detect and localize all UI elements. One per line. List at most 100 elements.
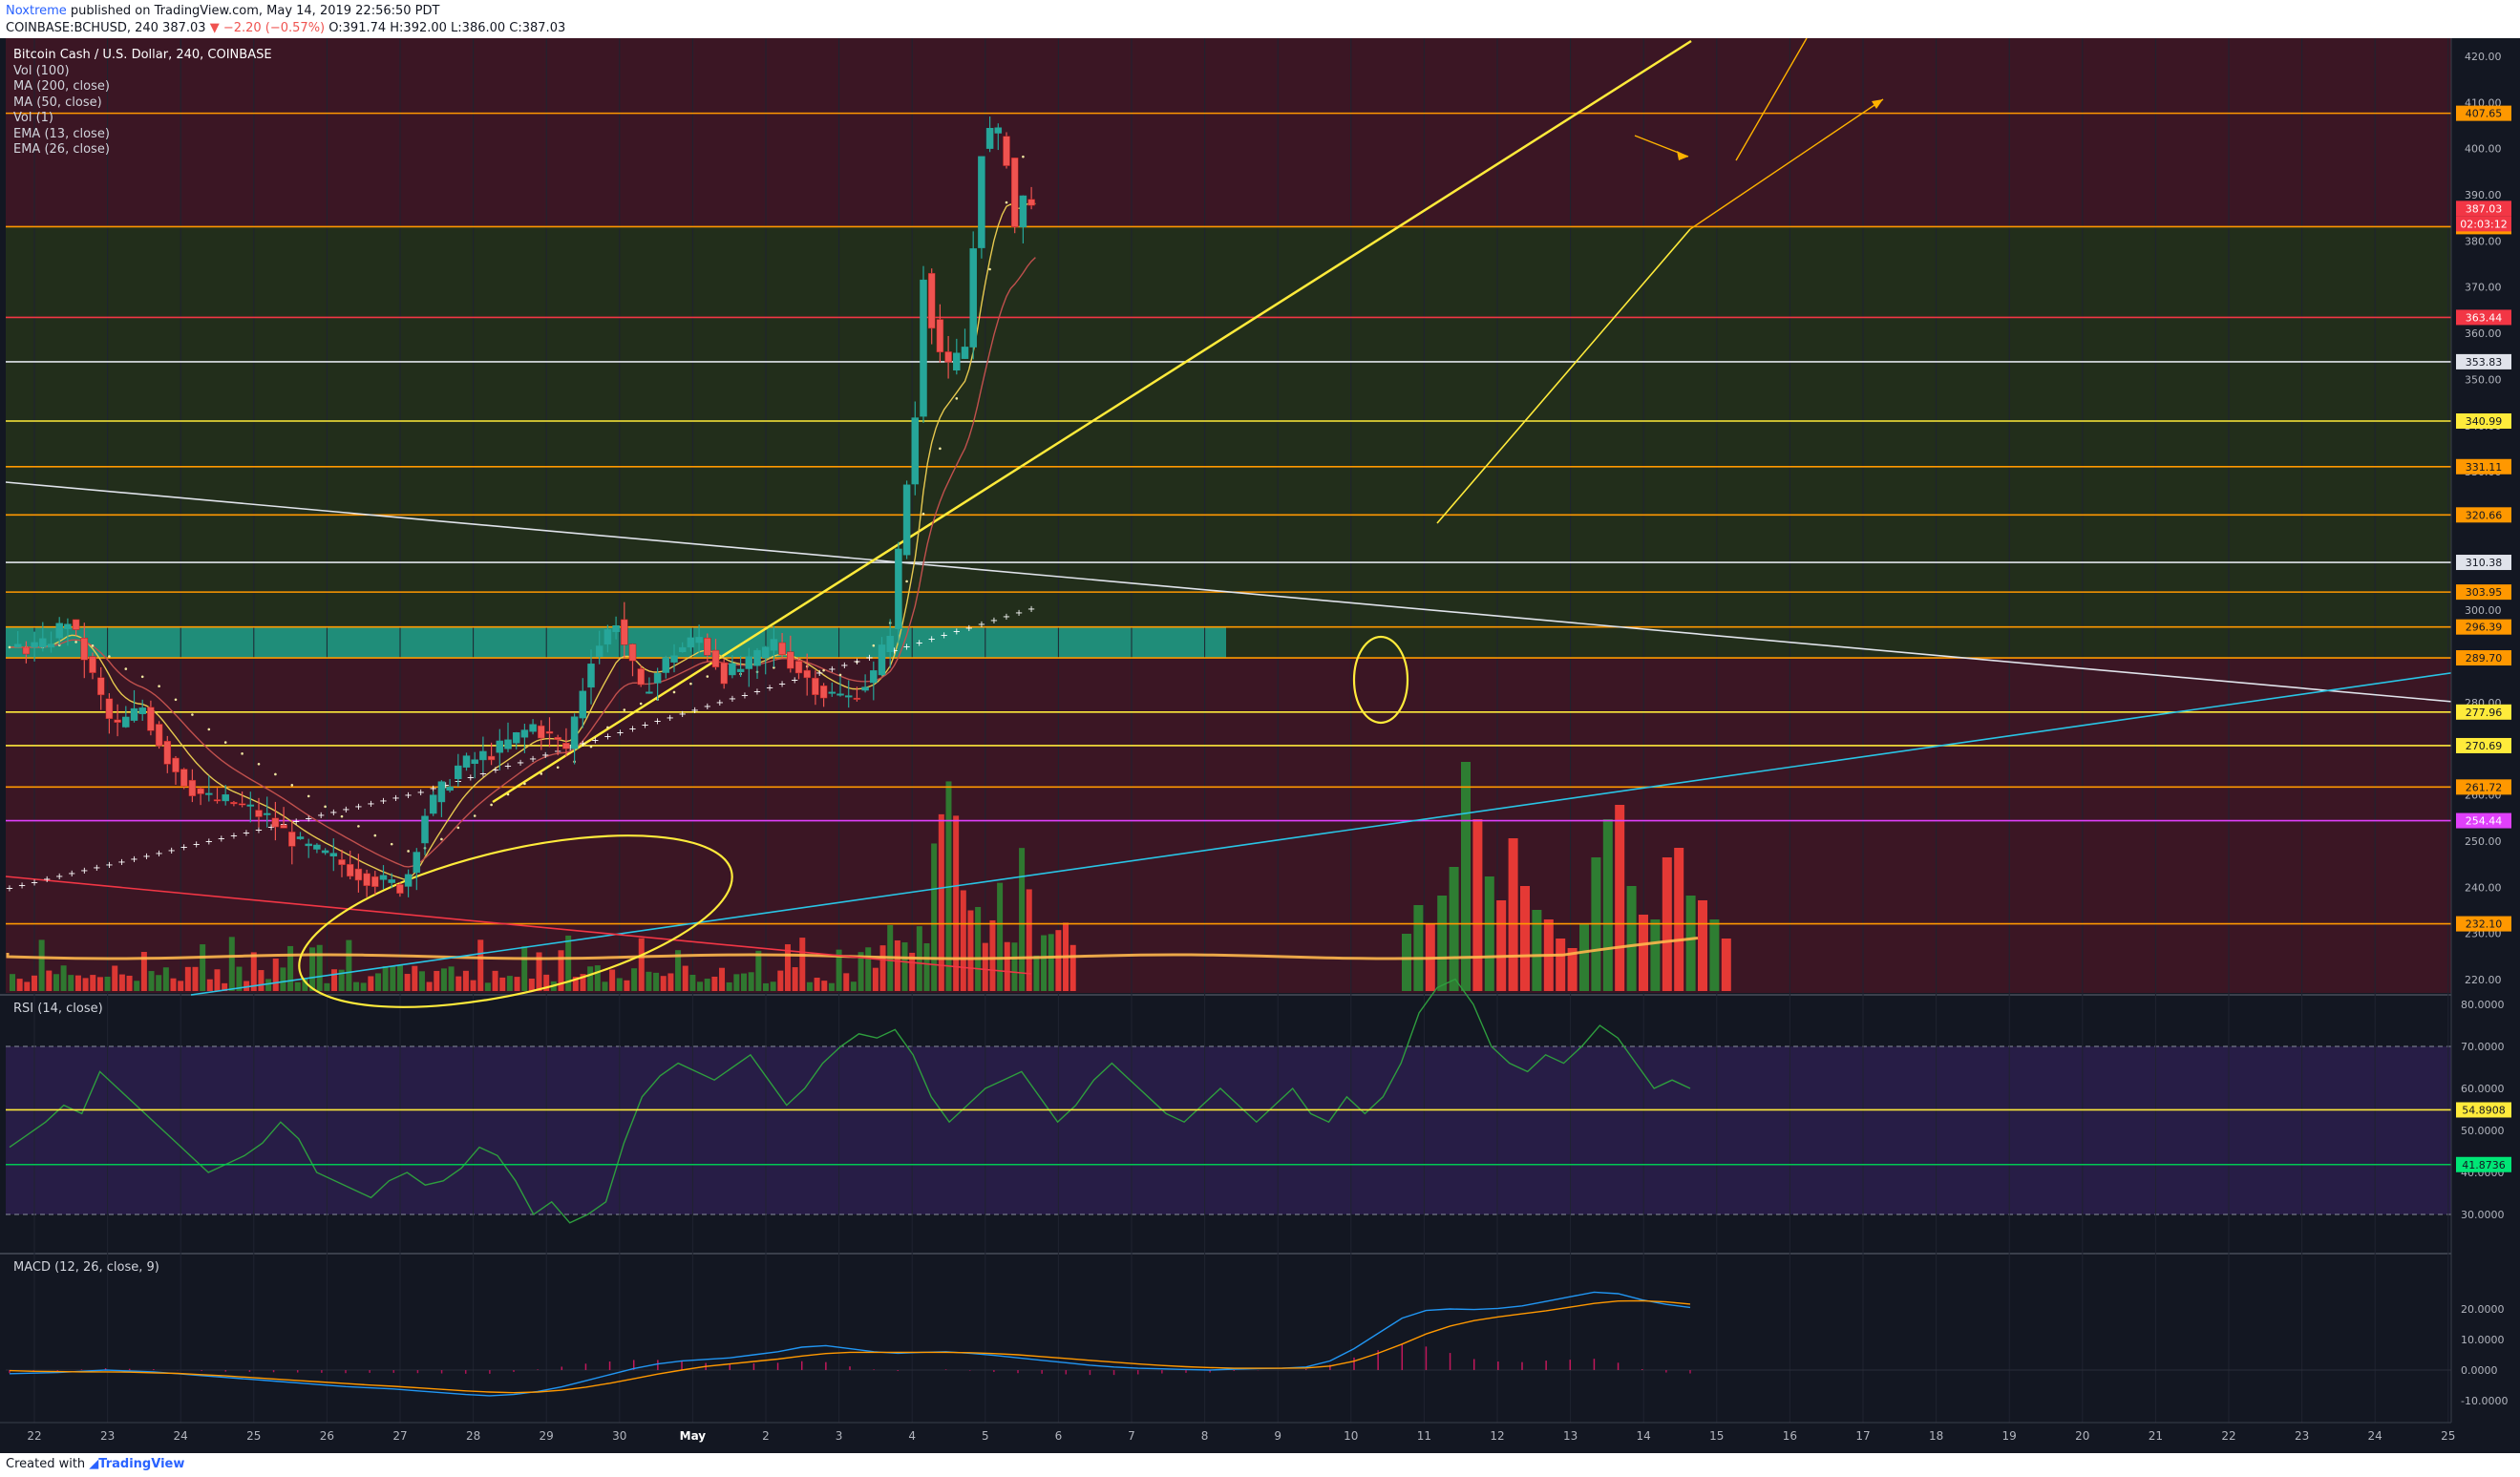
candle-body [621,619,628,645]
volume-bar [682,965,688,991]
ma-200-cross: + [467,772,475,783]
rsi-tick-label: 60.0000 [2461,1083,2505,1095]
volume-bar [543,974,550,991]
price-level-tag[interactable] [2456,200,2511,217]
candle-body [238,803,246,806]
rising-trendline[interactable] [492,39,1692,804]
ma-50-dot [440,837,443,841]
date-tick-label: 24 [2368,1429,2382,1443]
chart-canvas[interactable]: + + + + + + + + + + + + + + + + + + + + + + + + + + + + + + + + + + + + + + + +… [0,38,2520,1453]
rsi-pane-label[interactable]: RSI (14, close) [13,1002,103,1016]
candle-body [487,755,496,761]
candle-body [985,128,994,149]
price-level-tag[interactable] [2456,779,2511,795]
candle-body [595,645,604,657]
candle-body [687,637,695,648]
rsi-pane[interactable] [6,978,2451,1224]
candle-body [296,836,305,839]
candle-body [47,644,55,648]
candle-body [354,868,363,881]
price-level-tag[interactable] [2456,812,2511,829]
volume-bar [74,975,81,991]
ma-50-dot [838,673,842,677]
candle-body [936,319,944,353]
ma-200-cross: + [243,828,250,838]
price-level-tag[interactable] [2456,412,2511,429]
price-level-tag[interactable] [2456,704,2511,720]
legend-vol-100[interactable]: Vol (100) [13,63,70,78]
price-level-tag[interactable] [2456,584,2511,601]
resistance-trendline[interactable] [5,481,2465,704]
ma-200-cross: + [566,743,574,753]
ma-50-dot [672,690,676,694]
legend-ma-50[interactable]: MA (50, close) [13,95,102,110]
candle-body [637,668,645,686]
candle-body [213,799,222,802]
projection-arrow-2[interactable] [1735,38,1808,161]
price-level-tag[interactable] [2456,650,2511,666]
price-level-tag[interactable] [2456,555,2511,571]
volume-bar [10,974,15,991]
support-trendline-cyan[interactable] [190,670,2465,996]
legend-ema-13[interactable]: EMA (13, close) [13,126,110,141]
candle-body [471,759,478,765]
date-tick-label: 6 [1055,1429,1063,1443]
volume-bar [134,981,140,991]
date-tick-label: 29 [540,1429,554,1443]
red-trendline[interactable] [5,876,1032,975]
date-tick-label: 21 [2149,1429,2163,1443]
price-level-tag-label: 340.99 [2466,415,2503,428]
candle-body [39,638,47,648]
price-level-tag[interactable] [2456,737,2511,753]
date-tick-label: 23 [2295,1429,2309,1443]
support-trendline-yellow[interactable] [1436,228,1691,524]
volume-bar [697,981,704,991]
volume-bar [536,952,542,991]
highlight-ellipse-breakout[interactable] [1352,635,1409,725]
price-axis[interactable]: 420.00410.00400.00390.00380.00370.00360.… [2450,38,2520,1423]
rsi-level-tag[interactable] [2456,1156,2511,1172]
legend-ema-26[interactable]: EMA (26, close) [13,142,110,157]
author-link[interactable]: Noxtreme [6,4,67,18]
ema-26-line[interactable] [10,257,1036,868]
candle-body [222,794,229,802]
ma-200-cross: + [865,653,873,664]
macd-pane-label[interactable]: MACD (12, 26, close, 9) [13,1260,159,1275]
macd-signal-line[interactable] [9,1299,1691,1394]
volume-bar [704,979,710,991]
legend-ma-200[interactable]: MA (200, close) [13,79,110,94]
ma-200-cross: + [68,869,75,879]
ma-200-cross: + [828,665,836,675]
date-tick-label: 13 [1563,1429,1578,1443]
ma-200-cross: + [616,728,624,738]
ma-200-cross: + [404,791,412,801]
rsi-band [6,1046,2451,1214]
candle-body [761,646,770,659]
footer-brand-link[interactable]: TradingView [98,1457,185,1471]
macd-line[interactable] [9,1291,1691,1397]
price-level-tag[interactable] [2456,458,2511,475]
volume-bar [346,939,352,991]
date-tick-label: 16 [1783,1429,1797,1443]
ma-200-cross: + [392,793,399,804]
rsi-line[interactable] [9,978,1691,1224]
projection-arrow[interactable] [1689,98,1884,230]
macd-pane[interactable] [6,1291,2451,1397]
price-level-tag[interactable] [2456,309,2511,326]
legend-vol-1[interactable]: Vol (1) [13,111,53,125]
volume-bar [60,965,67,991]
volume-bar [989,919,996,991]
ma-200-cross: + [965,623,973,634]
rsi-level-tag[interactable] [2456,1102,2511,1118]
highlight-ellipse-volume[interactable] [284,802,748,1042]
legend-title[interactable]: Bitcoin Cash / U.S. Dollar, 240, COINBAS… [13,48,272,62]
price-level-tag[interactable] [2456,916,2511,932]
volume-bar [1011,942,1018,991]
price-tick-label: 220.00 [2465,974,2502,986]
candle-body [363,873,371,886]
price-level-tag[interactable] [2456,619,2511,635]
time-axis[interactable]: 22 23 24 25 26 27 28 29 30 May 2 3 4 5 6 7 8 9 10 11 12 13 14 1… [0,1422,2455,1443]
price-level-tag[interactable] [2456,507,2511,523]
price-level-tag[interactable] [2456,105,2511,121]
price-level-tag[interactable] [2456,353,2511,369]
